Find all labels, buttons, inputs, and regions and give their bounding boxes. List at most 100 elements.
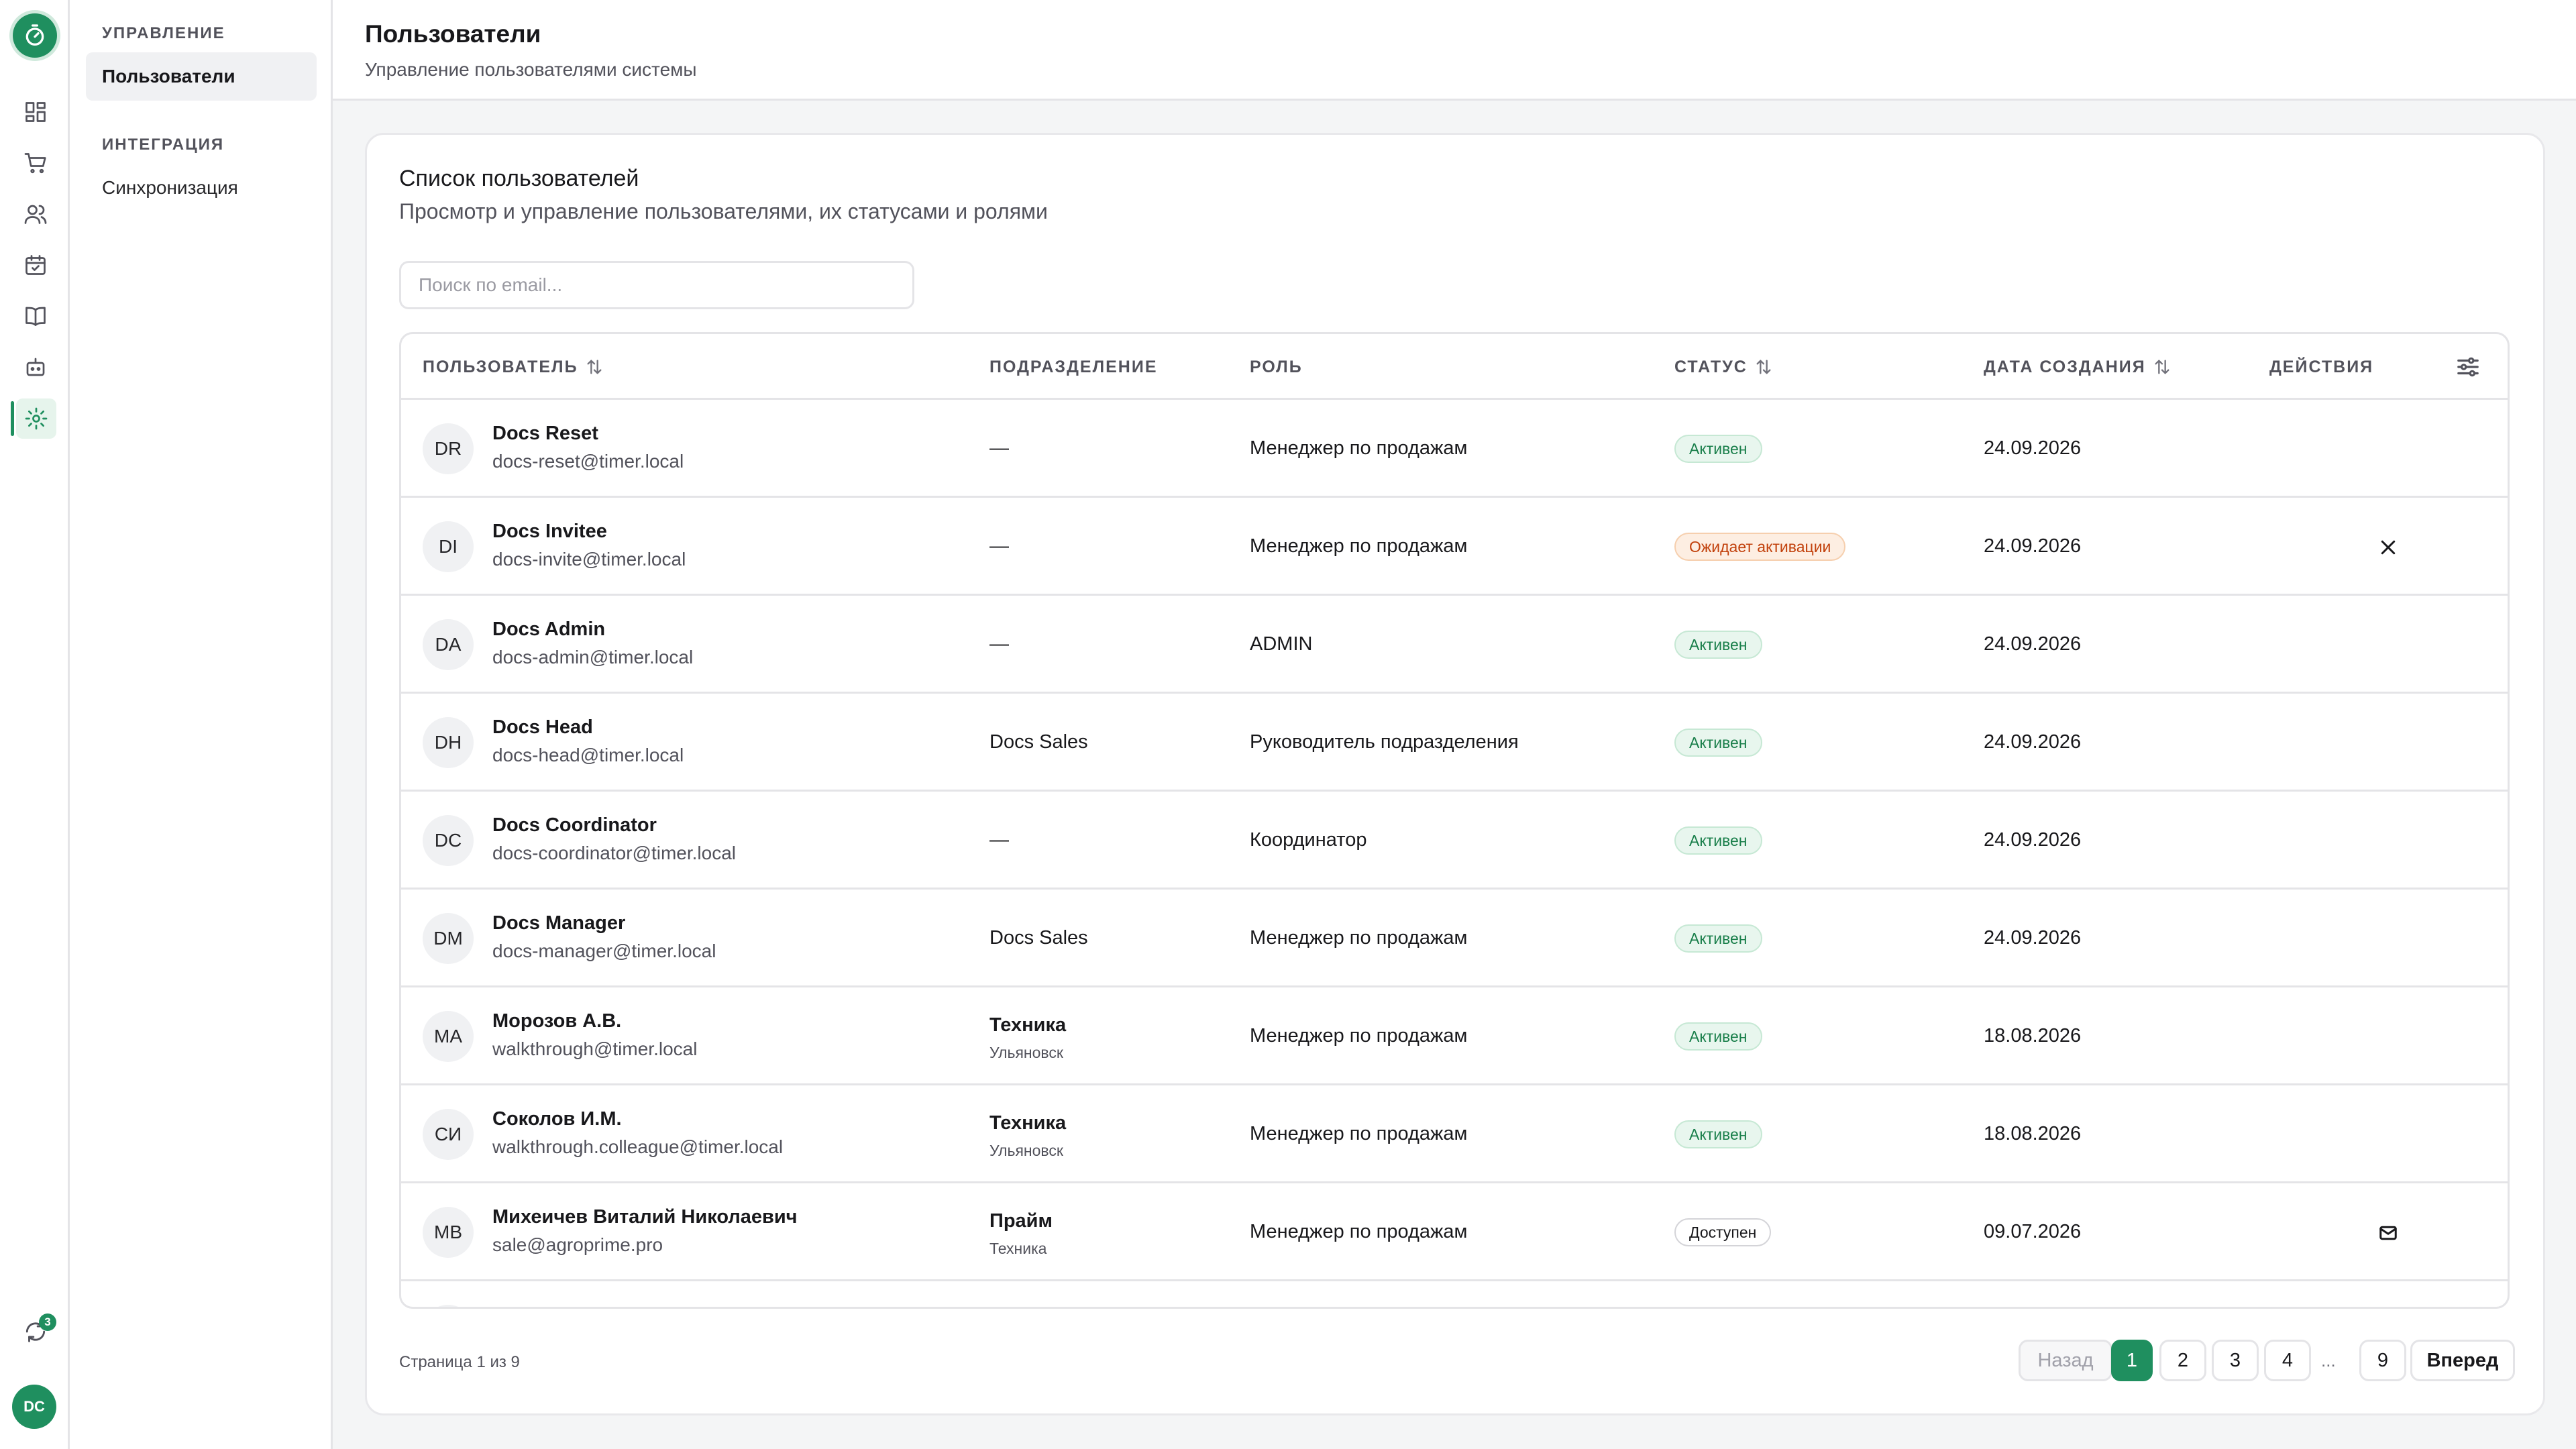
user-role: Менеджер по продажам (1250, 437, 1468, 459)
search-input[interactable] (399, 261, 914, 309)
user-email: docs-invite@timer.local (492, 549, 686, 570)
page-button-9[interactable]: 9 (2359, 1340, 2406, 1381)
sort-icon (587, 360, 602, 374)
bot-icon[interactable] (20, 352, 51, 382)
table-row[interactable]: DH Docs Head docs-head@timer.local Docs Sal… (401, 694, 2508, 792)
active-indicator (11, 401, 14, 436)
page-title: Пользователи (365, 20, 541, 48)
table-row[interactable]: DM Docs Manager docs-manager@timer.local Do… (401, 890, 2508, 987)
users-card: Список пользователей Просмотр и управлен… (365, 133, 2545, 1415)
user-role: Менеджер по продажам (1250, 1025, 1468, 1046)
table-row[interactable]: DC Docs Coordinator docs-coordinator@timer… (401, 792, 2508, 890)
status-badge: Активен (1674, 631, 1762, 659)
settings-icon[interactable] (16, 398, 56, 439)
department: — (989, 633, 1009, 655)
department-city: Ульяновск (989, 1142, 1063, 1159)
avatar: DR (423, 423, 474, 474)
column-settings-icon[interactable] (2455, 354, 2481, 380)
prev-page-button[interactable]: Назад (2019, 1340, 2112, 1381)
user-email: docs-manager@timer.local (492, 941, 716, 961)
table-row[interactable]: MB Михеичев Виталий Николаевич sale@agropr… (401, 1183, 2508, 1281)
sync-badge: 3 (39, 1313, 56, 1331)
next-page-button[interactable]: Вперед (2410, 1340, 2515, 1381)
avatar: DI (423, 521, 474, 572)
column-department: ПОДРАЗДЕЛЕНИЕ (989, 357, 1158, 376)
department: Техника (989, 1112, 1067, 1134)
page-subtitle: Управление пользователями системы (365, 59, 697, 80)
user-email: docs-admin@timer.local (492, 647, 694, 667)
sidebar-item-users[interactable]: Пользователи (86, 52, 317, 101)
created-date: 09.07.2026 (1984, 1221, 2082, 1242)
column-actions: ДЕЙСТВИЯ (2269, 357, 2374, 376)
page-button-4[interactable]: 4 (2264, 1340, 2311, 1381)
group-title-integration: ИНТЕГРАЦИЯ (102, 136, 225, 154)
status-badge: Активен (1674, 435, 1762, 463)
users-icon[interactable] (20, 199, 51, 229)
cart-icon[interactable] (20, 148, 51, 178)
department: Прайм (989, 1210, 1053, 1232)
status-badge: Активен (1674, 729, 1762, 757)
status-badge: Активен (1674, 1022, 1762, 1051)
column-created[interactable]: ДАТА СОЗДАНИЯ (1984, 334, 2171, 400)
user-role: Менеджер по продажам (1250, 535, 1468, 557)
created-date: 24.09.2026 (1984, 731, 2082, 753)
status-badge: Ожидает активации (1674, 533, 1846, 561)
user-email: docs-coordinator@timer.local (492, 843, 737, 863)
table-row[interactable]: DR Docs Reset docs-reset@timer.local — Менед… (401, 400, 2508, 498)
avatar: DC (423, 815, 474, 866)
card-title: Список пользователей (399, 166, 639, 191)
book-icon[interactable] (20, 301, 51, 331)
user-email: sale@agroprime.pro (492, 1234, 663, 1255)
cancel-invite-button[interactable] (2373, 533, 2403, 562)
created-date: 18.08.2026 (1984, 1123, 2082, 1144)
avatar: DA (423, 619, 474, 670)
column-user[interactable]: ПОЛЬЗОВАТЕЛЬ (423, 334, 604, 400)
user-name: Docs Coordinator (492, 814, 657, 836)
page-button-2[interactable]: 2 (2159, 1340, 2206, 1381)
table-row[interactable]: СИ Соколов И.М. walkthrough.colleague@time… (401, 1085, 2508, 1183)
page-button-1[interactable]: 1 (2111, 1340, 2153, 1381)
department: Техника (989, 1014, 1067, 1036)
avatar (423, 1305, 474, 1307)
user-avatar[interactable]: DC (12, 1385, 56, 1429)
send-invite-button[interactable] (2373, 1218, 2403, 1248)
department-city: Ульяновск (989, 1044, 1063, 1061)
table-row[interactable]: MA Морозов А.В. walkthrough@timer.local Тех… (401, 987, 2508, 1085)
table-row[interactable]: DI Docs Invitee docs-invite@timer.local — Ме… (401, 498, 2508, 596)
user-role: Менеджер по продажам (1250, 1221, 1468, 1242)
department: Docs Sales (989, 731, 1088, 753)
user-email: docs-reset@timer.local (492, 451, 684, 472)
table-row[interactable]: DA Docs Admin docs-admin@timer.local — ADMIN… (401, 596, 2508, 694)
pagination-info: Страница 1 из 9 (399, 1353, 520, 1371)
card-subtitle: Просмотр и управление пользователями, их… (399, 199, 1048, 223)
user-role: Координатор (1250, 829, 1367, 851)
sort-icon (1756, 360, 1771, 374)
user-name: Docs Reset (492, 423, 598, 444)
close-icon (2381, 540, 2396, 555)
user-role: Менеджер по продажам (1250, 1123, 1468, 1144)
status-badge: Активен (1674, 1120, 1762, 1148)
user-role: ADMIN (1250, 633, 1313, 655)
user-name: Морозов А.В. (492, 1010, 622, 1032)
group-title-management: УПРАВЛЕНИЕ (102, 24, 225, 42)
users-table: ПОЛЬЗОВАТЕЛЬ ПОДРАЗДЕЛЕНИЕ РОЛЬ СТАТУС Д… (399, 332, 2510, 1309)
sort-icon (2155, 360, 2169, 374)
column-role: РОЛЬ (1250, 357, 1303, 376)
page-button-3[interactable]: 3 (2212, 1340, 2259, 1381)
icon-rail: 3 DC (0, 0, 70, 1449)
sidebar-item-sync[interactable]: Синхронизация (102, 177, 238, 198)
user-email: walkthrough.colleague@timer.local (492, 1136, 784, 1157)
table-row[interactable] (401, 1281, 2508, 1307)
status-badge: Активен (1674, 826, 1762, 855)
column-status[interactable]: СТАТУС (1674, 334, 1773, 400)
user-name: Docs Manager (492, 912, 626, 934)
created-date: 24.09.2026 (1984, 535, 2082, 557)
dashboard-icon[interactable] (20, 97, 51, 127)
department: Docs Sales (989, 927, 1088, 949)
column-created-label: ДАТА СОЗДАНИЯ (1984, 357, 2146, 376)
column-status-label: СТАТУС (1674, 357, 1748, 376)
page-header: Пользователи Управление пользователями с… (333, 0, 2576, 101)
calendar-icon[interactable] (20, 250, 51, 280)
created-date: 24.09.2026 (1984, 927, 2082, 949)
logo-timer-icon[interactable] (13, 13, 57, 58)
